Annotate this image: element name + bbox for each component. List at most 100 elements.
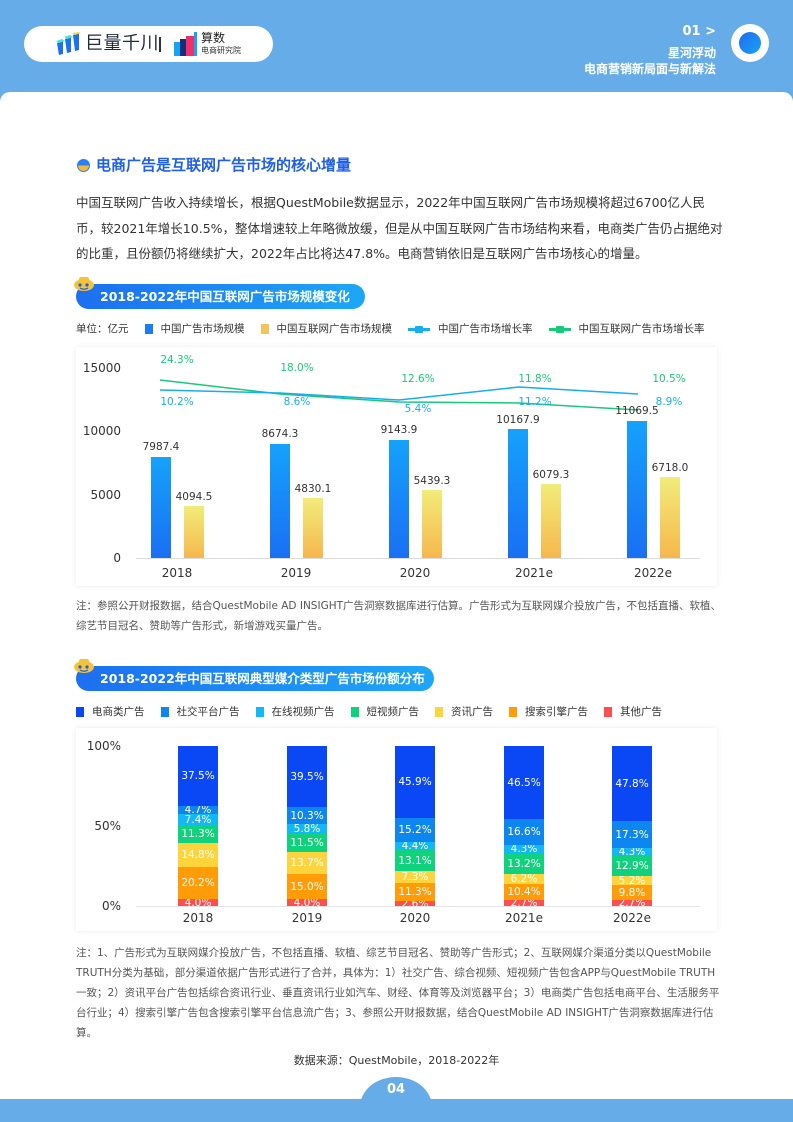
page-body [0, 92, 793, 1099]
brand-suanshu-subtitle: 电商研究院 [201, 46, 241, 55]
segment-other: 2.7% [612, 900, 652, 906]
segment-online-video: 5.8% [287, 824, 327, 834]
segment-other: 2.7% [504, 900, 544, 906]
logo-pill [24, 26, 273, 62]
segment-social: 4.7% [178, 806, 218, 814]
stacked-bar-2020: 45.9% 15.2% 4.4% 13.1% 7.3% 11.3% 2.6% [395, 746, 435, 906]
segment-online-video: 4.3% [504, 845, 544, 853]
y-tick: 0% [101, 899, 121, 913]
segment-ecommerce: 45.9% [395, 746, 435, 818]
unit-label: 单位：亿元 [76, 323, 129, 335]
legend-item: 社交平台广告 [160, 705, 240, 719]
y-tick: 50% [94, 819, 121, 833]
section-bullet-icon [77, 159, 90, 172]
chapter-title: 星河浮动 [667, 46, 716, 60]
segment-ecommerce: 39.5% [287, 746, 327, 807]
chart1-banner: 2018-2022年中国互联网广告市场规模变化 [76, 284, 365, 309]
x-tick: 2021e [515, 566, 553, 580]
legend-swatch-icon [260, 324, 269, 334]
bar-value: 11069.5 [615, 405, 659, 417]
segment-news: 14.8% [178, 843, 218, 867]
segment-news: 7.3% [395, 871, 435, 883]
bar-value: 9143.9 [380, 424, 418, 436]
mascot-icon [74, 277, 94, 291]
y-tick: 5000 [90, 488, 121, 502]
segment-other: 4.0% [178, 899, 218, 906]
segment-ecommerce: 46.5% [504, 746, 544, 819]
legend-swatch-icon [255, 707, 264, 717]
bar-internet-ad-2019 [303, 498, 323, 558]
bar-value: 8674.3 [261, 428, 299, 440]
line-label: 10.2% [160, 396, 194, 408]
segment-online-video: 4.3% [612, 848, 652, 856]
brand-juliang-qianchuan: 巨量千川 [85, 33, 159, 54]
segment-online-video: 7.4% [178, 814, 218, 825]
segment-other: 4.0% [287, 899, 327, 906]
segment-search: 20.2% [178, 867, 218, 899]
legend-item: 中国广告市场增长率 [408, 322, 533, 336]
segment-search: 11.3% [395, 883, 435, 901]
segment-social: 10.3% [287, 807, 327, 824]
line-label: 12.6% [401, 373, 435, 385]
bar-value: 6079.3 [532, 469, 570, 481]
page-number: 04 [386, 1082, 406, 1097]
x-tick: 2020 [399, 911, 431, 925]
bar-ad-market-2018 [151, 457, 171, 558]
stacked-bar-2021e: 46.5% 16.6% 4.3% 13.2% 6.2% 10.4% 2.7% [504, 746, 544, 906]
line-label: 5.4% [404, 403, 432, 415]
section-title: 电商广告是互联网广告市场的核心增量 [96, 156, 352, 174]
mascot-icon [74, 659, 94, 673]
x-tick: 2021e [505, 911, 543, 925]
bar-value: 4830.1 [294, 483, 332, 495]
legend-swatch-icon [604, 707, 612, 717]
x-tick: 2022e [634, 566, 672, 580]
line-label: 11.2% [518, 396, 552, 408]
segment-short-video: 12.9% [612, 856, 652, 876]
line-label: 18.0% [280, 362, 314, 374]
logo-separator [159, 37, 161, 52]
legend-swatch-icon [144, 324, 153, 334]
line-label: 8.6% [283, 396, 311, 408]
x-axis-line [136, 558, 700, 559]
legend-item: 资讯广告 [435, 705, 493, 719]
x-tick: 2018 [182, 911, 214, 925]
bar-ad-market-2022e [627, 421, 647, 558]
legend-item: 中国广告市场规模 [144, 322, 245, 336]
x-tick: 2022e [613, 911, 651, 925]
stacked-bar-2018: 37.5% 4.7% 7.4% 11.3% 14.8% 20.2% 4.0% [178, 746, 218, 906]
bar-value: 6718.0 [651, 462, 689, 474]
suanshu-logo-icon [174, 32, 197, 56]
segment-social: 17.3% [612, 821, 652, 848]
segment-short-video: 11.3% [178, 825, 218, 843]
legend-item: 在线视频广告 [255, 705, 335, 719]
line-label: 10.5% [652, 373, 686, 385]
legend-item: 电商类广告 [76, 705, 145, 719]
data-source: 数据来源：QuestMobile，2018-2022年 [293, 1054, 500, 1067]
chapter-circle-dot-icon [739, 32, 761, 54]
segment-news: 5.2% [612, 876, 652, 885]
segment-short-video: 13.2% [504, 853, 544, 874]
segment-short-video: 13.1% [395, 850, 435, 871]
segment-ecommerce: 37.5% [178, 746, 218, 806]
bar-value: 7987.4 [142, 441, 180, 453]
legend-swatch-icon [509, 707, 517, 717]
chapter-number: 01 > [682, 24, 716, 39]
y-tick: 100% [86, 739, 121, 753]
section-paragraph: 中国互联网广告收入持续增长，根据QuestMobile数据显示，2022年中国互… [76, 195, 723, 261]
legend-item: 搜索引擎广告 [509, 705, 588, 719]
x-tick: 2019 [280, 566, 312, 580]
legend-swatch-icon [160, 707, 169, 717]
x-axis-line [136, 906, 700, 907]
segment-social: 15.2% [395, 818, 435, 842]
chapter-subtitle: 电商营销新局面与新解法 [583, 62, 716, 76]
line-label: 8.9% [655, 396, 683, 408]
bar-value: 5439.3 [413, 475, 451, 487]
legend-item: 中国互联网广告市场增长率 [548, 322, 705, 336]
bar-value: 4094.5 [175, 491, 213, 503]
legend-swatch-icon [350, 707, 359, 717]
legend-line-icon [408, 325, 430, 333]
segment-social: 16.6% [504, 819, 544, 845]
chart1-legend: 单位：亿元 中国广告市场规模 中国互联网广告市场规模 中国广告市场增长率 中国互… [76, 322, 721, 336]
growth-rate-lines [159, 379, 639, 411]
chart1-note: 注：参照公开财报数据，结合QuestMobile AD INSIGHT广告洞察数… [76, 600, 722, 632]
